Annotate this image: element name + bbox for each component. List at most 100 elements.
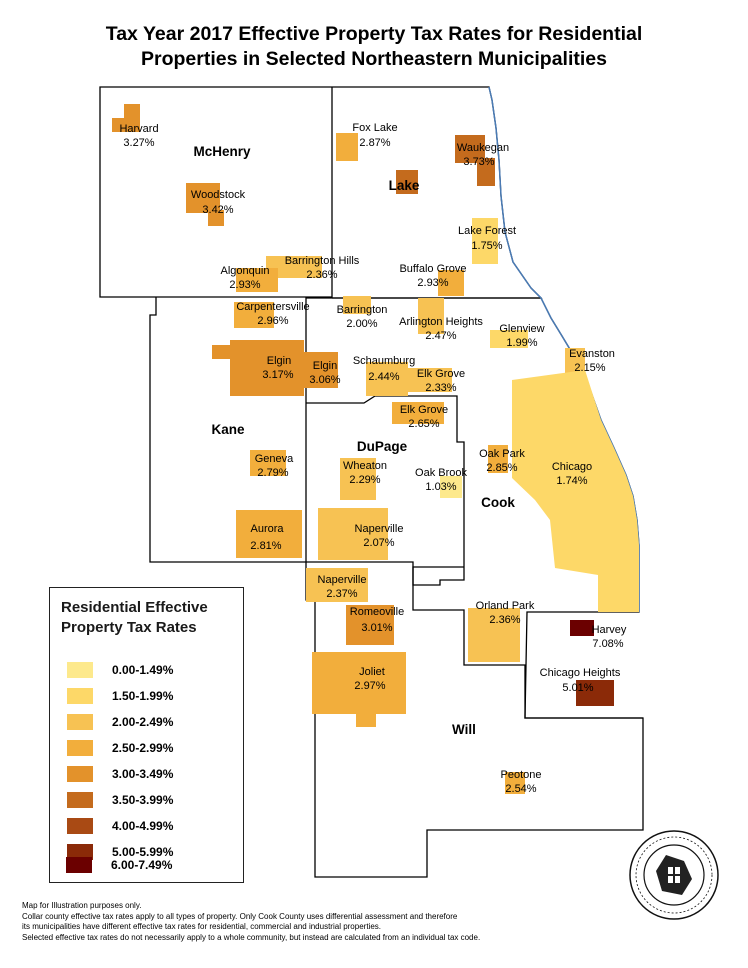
municipality-rate-glenview: 1.99% [506, 337, 537, 349]
municipality-area-algonquin [236, 268, 278, 292]
legend-label: 5.00-5.99% [112, 845, 174, 859]
municipality-area-carpentersville [234, 302, 274, 328]
municipality-area-glenview [490, 330, 528, 348]
legend-box: Residential Effective Property Tax Rates… [49, 587, 244, 883]
municipality-rate-harvard: 3.27% [123, 137, 154, 149]
legend-label: 1.50-1.99% [112, 689, 174, 703]
municipality-area-waukegan [396, 135, 495, 194]
municipality-area-harvey [570, 620, 594, 636]
municipality-name-elgin-kane: Elgin [267, 355, 291, 367]
municipality-area-barrington [343, 296, 371, 314]
municipality-rate-evanston: 2.15% [574, 362, 605, 374]
municipality-rate-joliet: 2.97% [354, 680, 385, 692]
municipality-name-lake-forest: Lake Forest [458, 225, 516, 237]
municipality-rate-oak-brook: 1.03% [425, 481, 456, 493]
kane-county-boundary [149, 297, 307, 563]
municipality-name-romeoville: Romeoville [350, 606, 404, 618]
municipality-rate-algonquin: 2.93% [229, 279, 260, 291]
municipality-rate-elk-grove-cook: 2.33% [425, 382, 456, 394]
legend-title-line-1: Residential Effective [61, 599, 208, 616]
legend-swatch [67, 818, 93, 834]
municipality-name-aurora: Aurora [250, 523, 284, 535]
municipality-name-harvard: Harvard [119, 123, 158, 135]
municipality-area-lake-forest [472, 218, 498, 264]
legend-title: Residential Effective Property Tax Rates [61, 598, 208, 638]
municipality-name-algonquin: Algonquin [221, 265, 270, 277]
municipality-rate-harvey: 7.08% [592, 638, 623, 650]
legend-swatch [67, 688, 93, 704]
municipality-name-elgin-cook: Elgin [313, 360, 337, 372]
county-label-will: Will [452, 722, 476, 737]
municipality-rate-oak-park: 2.85% [486, 462, 517, 474]
municipality-area-chicago-heights [576, 680, 614, 706]
legend-swatch [66, 857, 92, 873]
municipality-area-orland-park [468, 608, 520, 662]
map-footnotes: Map for Illustration purposes only. Coll… [22, 901, 480, 943]
municipality-name-naperville-dupage: Naperville [355, 523, 404, 535]
municipality-area-naperville-dupage [318, 508, 388, 560]
legend-label: 2.50-2.99% [112, 741, 174, 755]
municipality-name-oak-brook: Oak Brook [415, 467, 467, 479]
municipality-area-geneva [250, 450, 286, 476]
municipality-rate-schaumburg: 2.44% [368, 371, 399, 383]
municipality-name-chicago-heights: Chicago Heights [540, 667, 621, 679]
legend-label: 6.00-7.49% [111, 858, 173, 872]
municipality-rate-naperville-dupage: 2.07% [363, 537, 394, 549]
municipality-name-geneva: Geneva [255, 453, 294, 465]
footnote-line: Map for Illustration purposes only. [22, 901, 142, 910]
municipality-name-joliet: Joliet [359, 666, 385, 678]
legend-swatch [67, 844, 93, 860]
municipality-area-evanston [565, 348, 585, 376]
municipality-area-elgin-cook [304, 352, 338, 388]
municipality-name-wheaton: Wheaton [343, 460, 387, 472]
municipality-area-elgin-kane [212, 340, 304, 396]
legend-swatch [67, 714, 93, 730]
mchenry-county-boundary [99, 86, 333, 298]
municipality-rate-elgin-kane: 3.17% [262, 369, 293, 381]
lake-michigan-shoreline [488, 86, 640, 612]
municipality-name-carpentersville: Carpentersville [236, 301, 309, 313]
municipality-name-schaumburg: Schaumburg [353, 355, 415, 367]
municipality-rate-wheaton: 2.29% [349, 474, 380, 486]
municipality-area-barrington-hills [266, 256, 322, 278]
county-label-cook: Cook [481, 495, 515, 510]
municipality-name-orland-park: Orland Park [476, 600, 535, 612]
map-title-line-2: Properties in Selected Northeastern Muni… [141, 48, 607, 70]
municipality-area-chicago [512, 370, 639, 612]
municipality-rate-arlington-heights: 2.47% [425, 330, 456, 342]
legend-label: 2.00-2.49% [112, 715, 174, 729]
municipality-name-naperville-will: Naperville [318, 574, 367, 586]
municipality-name-barrington-hills: Barrington Hills [285, 255, 360, 267]
municipality-area-peotone [505, 772, 525, 794]
municipality-rate-lake-forest: 1.75% [471, 240, 502, 252]
municipality-area-fox-lake [336, 133, 358, 161]
municipality-area-buffalo-grove [438, 270, 464, 296]
county-label-dupage: DuPage [357, 439, 408, 454]
municipality-area-oak-brook [440, 476, 462, 498]
legend-swatch [67, 740, 93, 756]
municipality-area-aurora [236, 510, 302, 558]
municipality-rate-elk-grove-dupage: 2.65% [408, 418, 439, 430]
municipality-rate-woodstock: 3.42% [202, 204, 233, 216]
legend-label: 3.50-3.99% [112, 793, 174, 807]
municipality-name-arlington-heights: Arlington Heights [399, 316, 483, 328]
legend-title-line-2: Property Tax Rates [61, 619, 197, 636]
municipality-area-arlington-heights [418, 298, 444, 334]
municipality-name-peotone: Peotone [501, 769, 542, 781]
municipality-rate-carpentersville: 2.96% [257, 315, 288, 327]
county-label-kane: Kane [211, 422, 245, 437]
municipality-rate-barrington-hills: 2.36% [306, 269, 337, 281]
county-label-lake: Lake [389, 178, 420, 193]
municipality-area-elk-grove-cook [400, 368, 452, 392]
municipality-rate-peotone: 2.54% [505, 783, 536, 795]
municipality-labels: Harvard 3.27% Woodstock 3.42% Fox Lake 2… [119, 122, 626, 795]
municipality-name-harvey: Harvey [592, 624, 627, 636]
legend-swatch [67, 792, 93, 808]
municipality-name-glenview: Glenview [499, 323, 544, 335]
municipality-name-oak-park: Oak Park [479, 448, 525, 460]
municipality-name-barrington: Barrington [337, 304, 388, 316]
municipality-rate-romeoville: 3.01% [361, 622, 392, 634]
footnote-line: its municipalities have different effect… [22, 922, 381, 932]
municipality-area-harvard [112, 104, 140, 132]
